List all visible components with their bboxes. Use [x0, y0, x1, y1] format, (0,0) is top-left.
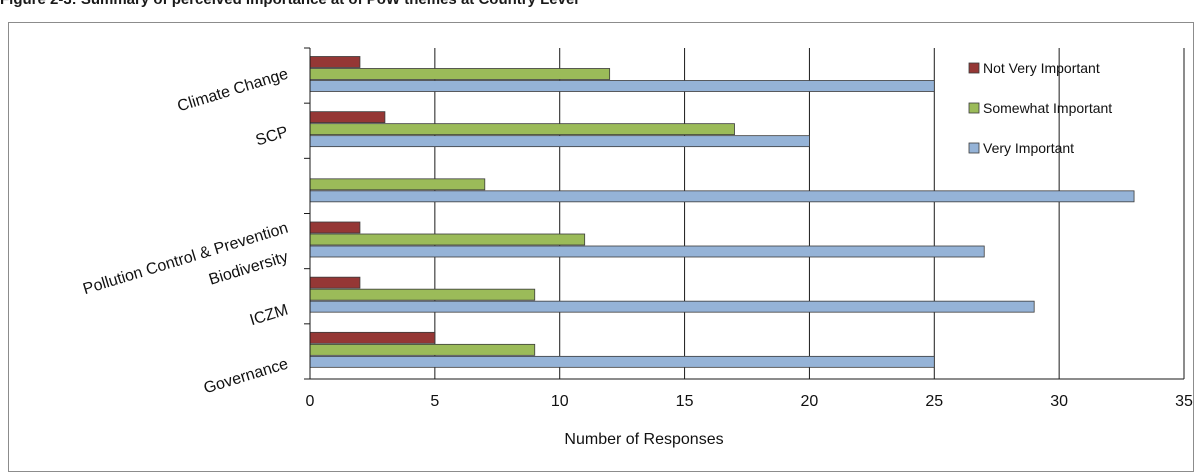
bar-1-0 — [309, 111, 386, 124]
category-label-4: ICZM — [248, 302, 290, 330]
category-label-0: Climate Change — [175, 66, 290, 116]
x-tick-label-5: 5 — [430, 393, 439, 410]
bar-0-1 — [309, 68, 611, 80]
bar-0-2 — [309, 80, 935, 92]
bar-4-2 — [309, 300, 1035, 313]
x-tick-label-15: 15 — [676, 393, 694, 410]
bars — [309, 56, 1135, 368]
x-tick-label-0: 0 — [306, 393, 315, 410]
bar-2-2 — [309, 190, 1135, 203]
bar-5-2 — [309, 355, 935, 368]
bar-2-1 — [309, 178, 486, 191]
x-tick-label-30: 30 — [1050, 393, 1068, 410]
bar-3-0 — [309, 221, 361, 234]
legend-label-2: Very Important — [983, 140, 1074, 156]
bar-3-1 — [309, 233, 586, 246]
bar-0-0 — [309, 56, 361, 68]
legend-swatch-1 — [968, 102, 980, 114]
legend-swatch-0 — [968, 62, 980, 74]
x-tick-label-35: 35 — [1175, 393, 1193, 410]
bar-1-2 — [309, 135, 810, 148]
bar-5-0 — [309, 331, 436, 344]
bar-5-1 — [309, 343, 536, 356]
bar-chart: 0 5 10 15 20 25 30 35 Climate ChangeSCPPollutio… — [81, 47, 1193, 448]
x-tick-label-10: 10 — [551, 393, 569, 410]
legend: Not Very Important Somewhat Important Very… — [968, 60, 1112, 156]
category-label-5: Governance — [202, 356, 290, 398]
figure-title: Figure 2-3: Summary of perceived importa… — [0, 0, 578, 8]
axes — [304, 47, 1184, 380]
gridlines — [434, 48, 1185, 379]
bar-1-1 — [309, 123, 735, 136]
x-tick-label-20: 20 — [801, 393, 819, 410]
legend-swatch-2 — [968, 142, 980, 154]
x-tick-labels: 0 5 10 15 20 25 30 35 — [306, 393, 1193, 410]
bar-3-2 — [309, 245, 985, 258]
category-label-1: SCP — [254, 124, 290, 150]
x-tick-label-25: 25 — [925, 393, 943, 410]
chart-frame: 0 5 10 15 20 25 30 35 Climate Change SCP Pollutio… — [8, 22, 1194, 472]
bar-4-0 — [309, 276, 361, 289]
legend-label-1: Somewhat Important — [983, 100, 1112, 116]
bar-4-1 — [309, 288, 536, 301]
x-axis-title: Number of Responses — [564, 431, 723, 448]
legend-label-0: Not Very Important — [983, 60, 1100, 76]
